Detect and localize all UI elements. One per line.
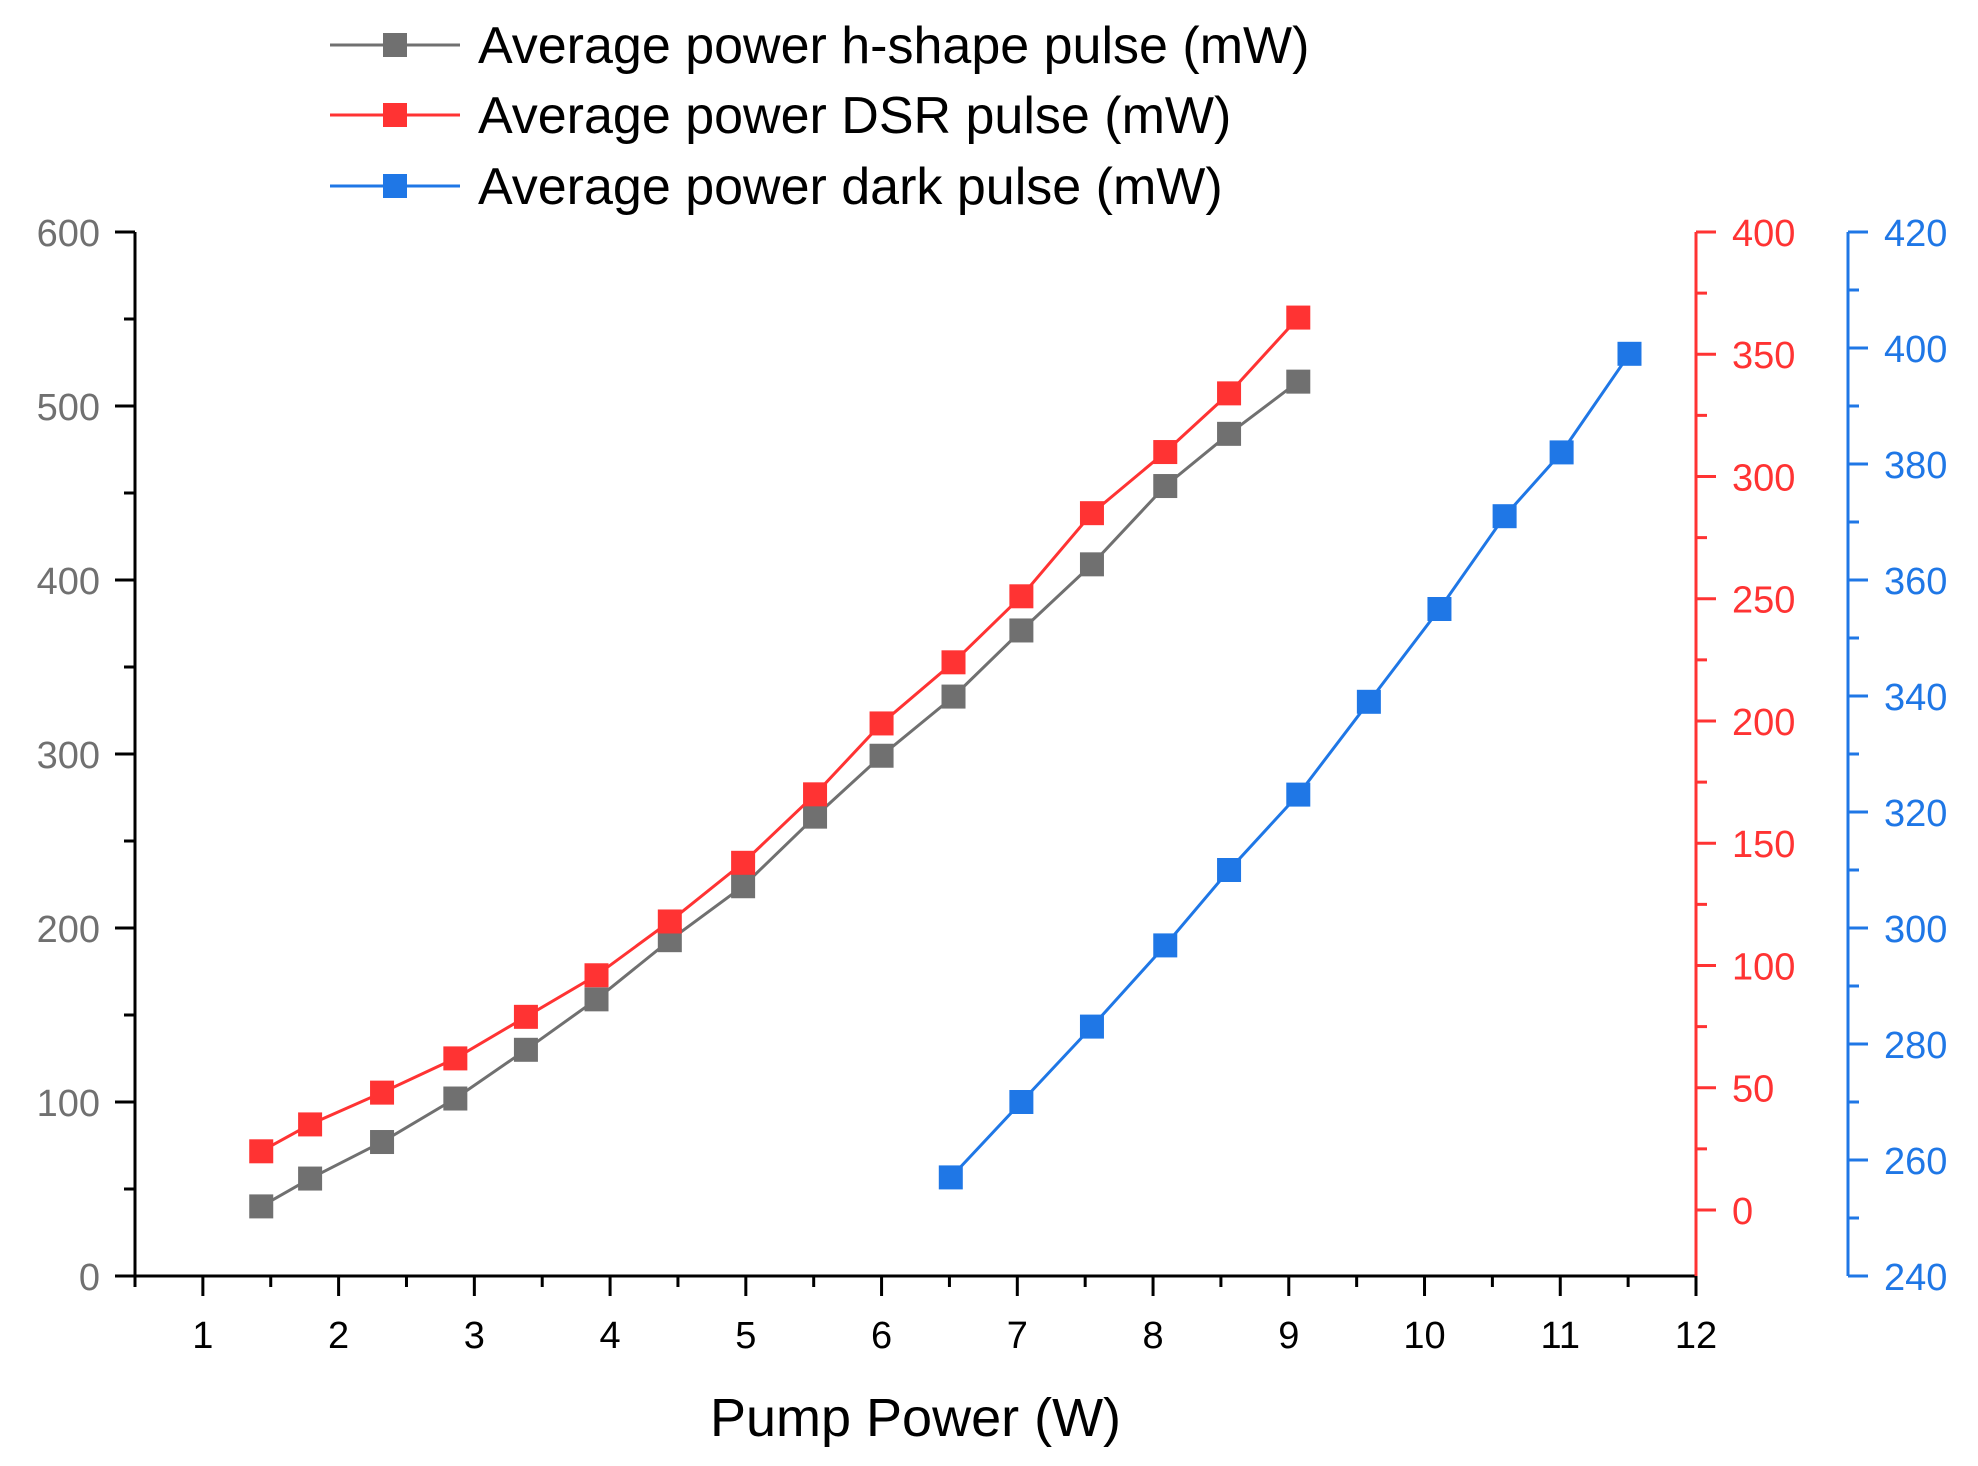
data-point-series-0 — [1153, 474, 1178, 499]
right-y-tick-label-dark: 380 — [1884, 445, 1947, 487]
data-point-series-1 — [803, 782, 828, 807]
x-tick-label: 6 — [871, 1315, 892, 1357]
x-tick-label: 11 — [1541, 1315, 1580, 1357]
x-tick-label: 12 — [1675, 1315, 1717, 1357]
data-point-series-1 — [657, 909, 682, 934]
data-point-series-1 — [1217, 381, 1242, 406]
data-point-series-0 — [731, 874, 756, 899]
data-point-series-1 — [1009, 584, 1034, 609]
right-y-tick-label-dark: 400 — [1884, 329, 1947, 371]
right-y-tick-label-dsr: 50 — [1732, 1069, 1774, 1111]
data-point-series-0 — [443, 1086, 468, 1111]
data-point-series-2 — [1356, 689, 1381, 714]
data-point-series-0 — [249, 1194, 274, 1219]
data-point-series-2 — [1217, 858, 1242, 882]
x-axis-label: Pump Power (W) — [710, 1388, 1121, 1448]
left-y-tick-label: 200 — [37, 909, 100, 951]
data-point-series-1 — [1286, 305, 1311, 330]
data-point-series-2 — [938, 1165, 963, 1190]
x-tick-label: 5 — [735, 1315, 756, 1357]
right-y-tick-label-dark: 360 — [1884, 561, 1947, 603]
right-y-tick-label-dark: 340 — [1884, 677, 1947, 719]
data-point-series-0 — [941, 684, 966, 709]
data-point-series-1 — [249, 1139, 274, 1164]
data-point-series-2 — [1427, 597, 1452, 621]
legend-label-1: Average power DSR pulse (mW) — [478, 87, 1231, 145]
right-y-tick-label-dark: 240 — [1884, 1257, 1947, 1299]
data-point-series-2 — [1549, 440, 1574, 465]
data-point-series-2 — [1009, 1090, 1034, 1114]
data-point-series-1 — [1079, 501, 1104, 526]
x-tick-label: 7 — [1007, 1315, 1028, 1357]
data-point-series-1 — [298, 1112, 323, 1137]
right-y-tick-label-dsr: 100 — [1732, 946, 1795, 988]
right-y-tick-label-dsr: 250 — [1732, 580, 1795, 622]
legend-label-0: Average power h-shape pulse (mW) — [478, 17, 1309, 75]
left-y-tick-label: 500 — [37, 387, 100, 429]
data-point-series-1 — [443, 1046, 468, 1071]
data-point-series-2 — [1492, 504, 1517, 529]
right-y-tick-label-dsr: 150 — [1732, 824, 1795, 866]
data-point-series-2 — [1153, 933, 1178, 958]
series-line-1 — [260, 316, 1300, 1153]
data-point-series-0 — [584, 987, 609, 1012]
left-y-tick-label: 100 — [37, 1083, 100, 1125]
data-point-series-1 — [513, 1004, 538, 1029]
right-y-tick-label-dark: 420 — [1884, 213, 1947, 255]
right-y-tick-label-dsr: 200 — [1732, 702, 1795, 744]
data-point-series-0 — [298, 1166, 323, 1191]
right-y-tick-label-dsr: 350 — [1732, 335, 1795, 377]
data-point-series-0 — [1009, 618, 1034, 643]
data-point-series-1 — [584, 963, 609, 988]
right-y-tick-label-dark: 300 — [1884, 909, 1947, 951]
x-tick-label: 4 — [600, 1315, 621, 1357]
right-y-tick-label-dark: 320 — [1884, 793, 1947, 835]
data-point-series-0 — [1286, 369, 1311, 394]
left-y-tick-label: 600 — [37, 213, 100, 255]
x-tick-label: 3 — [464, 1315, 485, 1357]
data-point-series-1 — [941, 650, 966, 675]
x-tick-label: 2 — [328, 1315, 349, 1357]
left-y-tick-label: 300 — [37, 735, 100, 777]
legend-label-2: Average power dark pulse (mW) — [478, 158, 1223, 216]
right-y-tick-label-dark: 280 — [1884, 1025, 1947, 1067]
data-point-series-1 — [1153, 440, 1178, 465]
right-y-tick-label-dsr: 300 — [1732, 457, 1795, 499]
data-point-series-0 — [513, 1037, 538, 1062]
right-y-tick-label-dsr: 400 — [1732, 213, 1795, 255]
data-point-series-1 — [370, 1080, 395, 1105]
data-point-series-0 — [1079, 552, 1104, 577]
legend-marker-1 — [383, 103, 407, 127]
right-y-tick-label-dsr: 0 — [1732, 1191, 1753, 1233]
legend-marker-2 — [383, 174, 407, 198]
legend-marker-0 — [383, 33, 407, 57]
x-tick-label: 9 — [1278, 1315, 1299, 1357]
data-point-series-0 — [869, 743, 894, 768]
x-tick-label: 1 — [192, 1315, 213, 1357]
series-line-2 — [949, 352, 1631, 1179]
x-tick-label: 10 — [1403, 1315, 1445, 1357]
data-point-series-0 — [370, 1130, 395, 1155]
left-y-tick-label: 400 — [37, 561, 100, 603]
data-point-series-2 — [1079, 1014, 1104, 1039]
data-point-series-1 — [731, 850, 756, 875]
data-point-series-2 — [1286, 782, 1311, 807]
series-line-0 — [260, 380, 1300, 1208]
x-tick-label: 8 — [1142, 1315, 1163, 1357]
left-y-tick-label: 0 — [79, 1257, 100, 1299]
data-point-series-2 — [1617, 341, 1642, 366]
data-point-series-1 — [869, 711, 894, 736]
data-point-series-0 — [803, 804, 828, 829]
right-y-tick-label-dark: 260 — [1884, 1141, 1947, 1183]
data-point-series-0 — [1217, 421, 1242, 446]
